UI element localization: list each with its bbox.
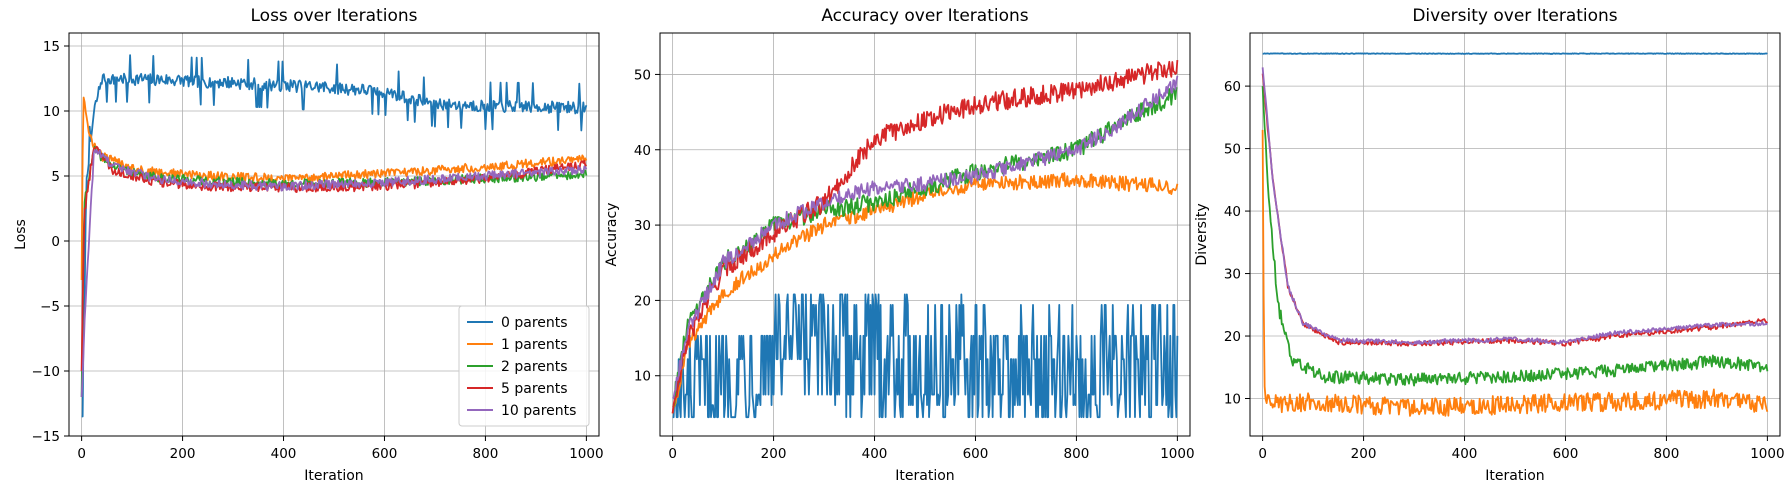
y-tick-label: 30: [634, 218, 651, 234]
y-tick-label: 10: [43, 104, 60, 120]
series-line-5-parents: [1261, 73, 1769, 347]
x-tick-label: 1000: [1160, 446, 1194, 462]
series-line-10-parents: [80, 149, 588, 398]
y-tick-label: 40: [1224, 204, 1241, 220]
x-tick-label: 400: [271, 446, 297, 462]
x-tick-label: 1000: [569, 446, 603, 462]
series-line-10-parents: [672, 75, 1179, 400]
chart-title: Loss over Iterations: [251, 6, 418, 26]
y-tick-label: −10: [32, 364, 61, 380]
loss-chart: 0 200 400 600 800 1000 −15 −10 −5 0 5 10 15 Loss over…: [13, 6, 604, 484]
y-axis-label: Diversity: [1194, 203, 1210, 265]
legend: 0 parents 1 parents 2 parents 5 parents 10 p…: [458, 305, 590, 427]
x-axis-label: Iteration: [304, 468, 363, 484]
legend-entry: 0 parents: [501, 315, 568, 331]
y-tick-label: 40: [634, 143, 651, 159]
x-tick-label: 400: [1452, 446, 1478, 462]
x-tick-label: 400: [862, 446, 888, 462]
y-tick-label: 60: [1224, 79, 1241, 95]
y-tick-label: 10: [634, 369, 651, 385]
plot-frame: [659, 32, 1191, 437]
x-tick-label: 1000: [1750, 446, 1784, 462]
y-tick-label: 15: [43, 39, 60, 55]
y-tick-label: −15: [32, 429, 61, 445]
diversity-chart: 0 200 400 600 800 1000 10 20 30 40 50 60 Diversity o…: [1194, 6, 1785, 484]
chart-title: Diversity over Iterations: [1412, 6, 1617, 26]
y-tick-label: 0: [51, 234, 60, 250]
x-tick-label: 200: [761, 446, 787, 462]
legend-entry: 1 parents: [501, 337, 568, 353]
series-line-0-parents: [672, 293, 1179, 419]
x-tick-label: 0: [668, 446, 677, 462]
x-tick-label: 0: [1258, 446, 1267, 462]
series-line-1-parents: [671, 172, 1179, 414]
y-tick-label: 30: [1224, 267, 1241, 283]
x-tick-label: 600: [1553, 446, 1579, 462]
legend-entry: 2 parents: [501, 359, 568, 375]
series-line-2-parents: [1261, 86, 1769, 387]
plot-frame: [1249, 32, 1781, 437]
y-tick-label: −5: [40, 299, 60, 315]
y-tick-label: 5: [51, 169, 60, 185]
legend-entry: 10 parents: [501, 403, 576, 419]
x-tick-label: 600: [372, 446, 398, 462]
x-tick-label: 600: [963, 446, 989, 462]
x-tick-label: 800: [473, 446, 499, 462]
y-tick-label: 50: [634, 67, 651, 83]
series-line-0-parents: [81, 54, 588, 418]
series-line-1-parents: [80, 96, 588, 281]
y-tick-label: 50: [1224, 142, 1241, 158]
y-tick-label: 20: [1224, 329, 1241, 345]
x-tick-label: 0: [77, 446, 86, 462]
x-axis-label: Iteration: [895, 468, 954, 484]
plot-frame: [68, 32, 600, 437]
y-tick-label: 10: [1224, 392, 1241, 408]
y-axis-label: Loss: [13, 219, 29, 250]
y-axis-label: Accuracy: [604, 203, 620, 267]
legend-entry: 5 parents: [501, 381, 568, 397]
chart-title: Accuracy over Iterations: [821, 6, 1028, 26]
series-line-1-parents: [1261, 129, 1769, 417]
x-tick-label: 800: [1064, 446, 1090, 462]
series-line-10-parents: [1261, 67, 1768, 346]
accuracy-chart: 0 200 400 600 800 1000 10 20 30 40 50 Accuracy over…: [604, 6, 1195, 484]
x-tick-label: 200: [170, 446, 196, 462]
x-tick-label: 200: [1351, 446, 1377, 462]
series-line-5-parents: [671, 60, 1179, 414]
x-tick-label: 800: [1654, 446, 1680, 462]
x-axis-label: Iteration: [1485, 468, 1544, 484]
series-line-0-parents: [1262, 52, 1768, 55]
y-tick-label: 20: [634, 293, 651, 309]
